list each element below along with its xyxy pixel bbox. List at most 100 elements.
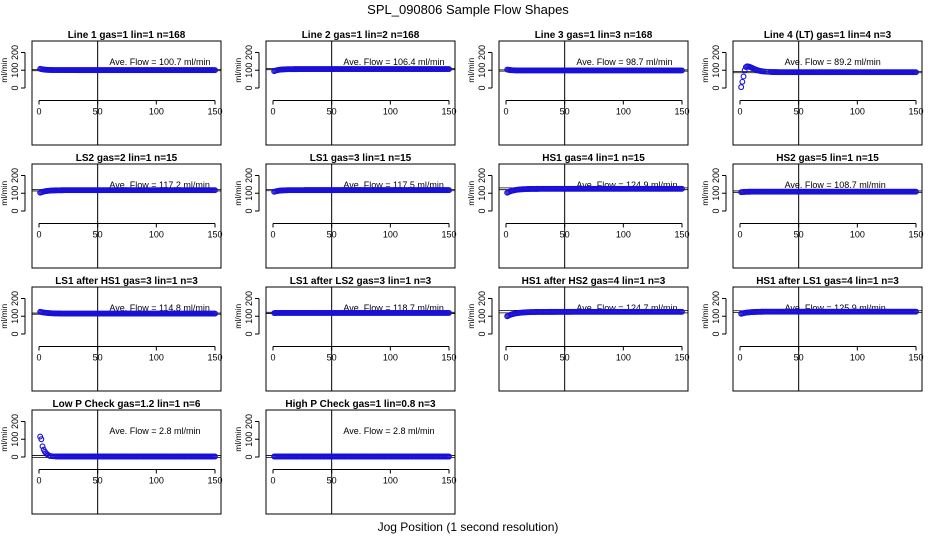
x-tick-label: 100	[383, 230, 398, 240]
data-point	[679, 308, 685, 315]
x-tick-label: 150	[908, 230, 923, 240]
y-tick-label: 100	[10, 309, 20, 324]
y-tick-label: 100	[10, 186, 20, 201]
y-tick-label: 200	[477, 168, 487, 183]
x-tick-label: 150	[441, 230, 456, 240]
x-tick-label: 0	[503, 230, 508, 240]
average-flow-label: Ave. Flow = 117.2 ml/min	[109, 180, 209, 190]
x-tick-label: 150	[441, 353, 456, 363]
data-point	[913, 188, 919, 195]
plot-frame	[265, 286, 456, 392]
y-tick-label: 200	[10, 414, 20, 429]
y-tick-label: 100	[477, 309, 487, 324]
x-tick-label: 150	[207, 107, 222, 117]
plot-frame	[31, 40, 222, 146]
y-tick-label: 100	[711, 186, 721, 201]
y-tick-label: 100	[711, 309, 721, 324]
plot-frame	[498, 286, 689, 392]
average-flow-label: Ave. Flow = 89.2 ml/min	[785, 57, 881, 67]
y-tick-label: 200	[10, 291, 20, 306]
x-axis-label: Jog Position (1 second resolution)	[378, 520, 559, 534]
plot-frame	[265, 163, 456, 269]
plot-frame	[31, 409, 222, 515]
panel-title: High P Check gas=1 lin=0.8 n=3	[285, 399, 436, 410]
x-tick-label: 0	[270, 107, 275, 117]
x-tick-label: 0	[737, 353, 742, 363]
y-tick-label: 100	[244, 309, 254, 324]
y-tick-label: 100	[477, 63, 487, 78]
plot-frame	[498, 163, 689, 269]
y-tick-label: 100	[244, 63, 254, 78]
panel-title: LS1 after LS2 gas=3 lin=1 n=3	[290, 276, 432, 287]
y-tick-label: 0	[477, 208, 487, 213]
y-tick-label: 0	[477, 85, 487, 90]
data-series	[37, 187, 218, 196]
average-flow-label: Ave. Flow = 124.9 ml/min	[576, 180, 677, 190]
data-series	[738, 308, 919, 317]
y-axis-label: ml/min	[233, 426, 243, 451]
panel-title: HS1 after HS2 gas=4 lin=1 n=3	[522, 276, 666, 287]
average-flow-label: Ave. Flow = 106.4 ml/min	[343, 57, 444, 67]
y-tick-label: 200	[477, 45, 487, 60]
data-point	[38, 436, 45, 443]
y-tick-label: 0	[244, 208, 254, 213]
plot-frame	[732, 40, 923, 146]
data-series	[504, 185, 685, 196]
y-tick-label: 200	[711, 45, 721, 60]
data-point	[738, 84, 745, 91]
y-tick-label: 0	[711, 331, 721, 336]
data-point	[739, 78, 746, 85]
plot-frame	[498, 40, 689, 146]
y-tick-label: 200	[711, 291, 721, 306]
y-axis-label: ml/min	[233, 57, 243, 82]
panel-title: LS2 gas=2 lin=1 n=15	[76, 153, 178, 164]
average-flow-label: Ave. Flow = 108.7 ml/min	[785, 180, 886, 190]
data-point	[446, 453, 452, 460]
panel: Low P Check gas=1.2 lin=1 n=6 0 100 200ml/m…	[0, 399, 223, 515]
y-axis-label: ml/min	[700, 303, 710, 328]
x-tick-label: 0	[737, 230, 742, 240]
panel: LS1 after HS1 gas=3 lin=1 n=3 0 100 200ml/m…	[0, 276, 223, 392]
x-tick-label: 0	[36, 353, 41, 363]
y-tick-label: 100	[711, 63, 721, 78]
x-tick-label: 150	[908, 353, 923, 363]
y-axis-label: ml/min	[233, 303, 243, 328]
panel: HS1 after HS2 gas=4 lin=1 n=3 0 100 200ml/m…	[466, 276, 690, 392]
data-point	[446, 66, 452, 73]
y-tick-label: 100	[10, 432, 20, 447]
plot-frame	[31, 163, 222, 269]
x-tick-label: 100	[850, 353, 865, 363]
plot-frame	[31, 286, 222, 392]
x-tick-label: 100	[149, 107, 164, 117]
y-tick-label: 100	[244, 432, 254, 447]
data-series	[271, 309, 452, 316]
y-axis-label: ml/min	[700, 57, 710, 82]
average-flow-label: Ave. Flow = 124.7 ml/min	[576, 303, 677, 313]
data-point	[212, 310, 218, 317]
x-tick-label: 100	[383, 476, 398, 486]
y-tick-label: 200	[244, 45, 254, 60]
average-flow-label: Ave. Flow = 2.8 ml/min	[343, 426, 434, 436]
data-point	[913, 69, 919, 76]
data-point	[679, 67, 685, 74]
y-tick-label: 100	[244, 186, 254, 201]
x-tick-label: 150	[674, 230, 689, 240]
panel: HS1 after LS1 gas=4 lin=1 n=3 0 100 200ml/m…	[700, 276, 924, 392]
panel-title: HS2 gas=5 lin=1 n=15	[776, 153, 879, 164]
y-tick-label: 0	[10, 331, 20, 336]
y-tick-label: 0	[244, 331, 254, 336]
plot-frame	[732, 163, 923, 269]
x-tick-label: 0	[270, 476, 275, 486]
y-axis-label: ml/min	[466, 57, 476, 82]
x-tick-label: 150	[908, 107, 923, 117]
x-tick-label: 100	[383, 353, 398, 363]
data-series	[271, 66, 452, 75]
plot-frame	[265, 40, 456, 146]
panel-title: HS1 gas=4 lin=1 n=15	[542, 153, 645, 164]
